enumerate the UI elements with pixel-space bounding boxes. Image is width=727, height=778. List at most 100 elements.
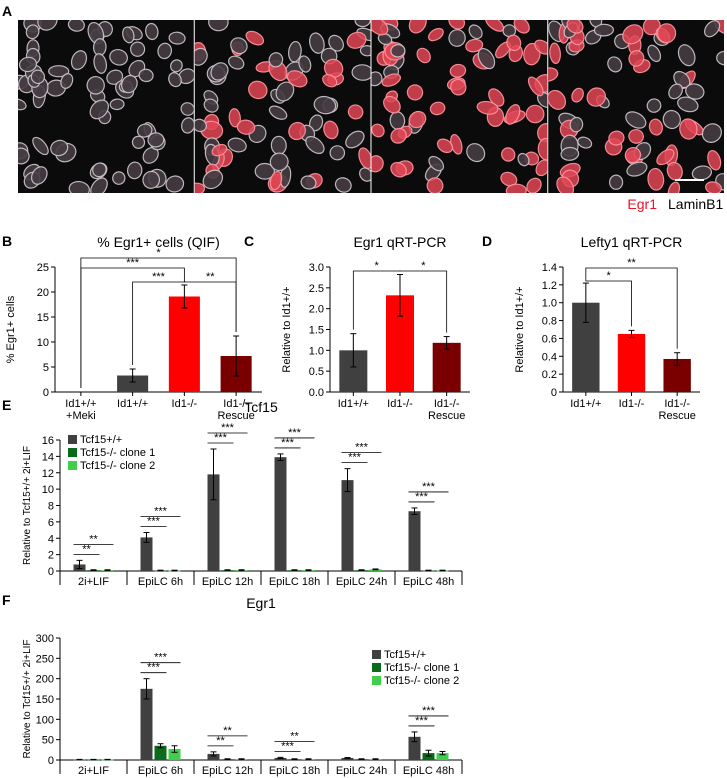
nucleus [30, 69, 46, 85]
bar [422, 753, 435, 760]
nuclei-group-1 [18, 20, 194, 193]
legend-label: Tcf15+/+ [384, 649, 426, 661]
nucleus [354, 20, 371, 28]
nucleus [381, 73, 402, 87]
significance-label: *** [152, 271, 166, 283]
nucleus [228, 108, 241, 128]
chart-title: Egr1 qRT-PCR [353, 234, 446, 250]
nucleus [168, 31, 186, 45]
nucleus [18, 56, 38, 73]
nucleus [30, 166, 48, 185]
nucleus [416, 47, 431, 64]
nucleus [548, 89, 567, 110]
nucleus [628, 50, 645, 67]
significance-label: *** [355, 442, 369, 454]
nuclei-group-4 [548, 20, 724, 193]
nucleus [428, 155, 445, 172]
nucleus [347, 104, 364, 120]
x-tick-label: +Meki [66, 410, 96, 422]
x-tick-label: Id1+/+ [117, 398, 148, 410]
nucleus [647, 44, 662, 63]
nucleus [448, 29, 466, 47]
nucleus [656, 23, 677, 44]
significance-label: ** [627, 257, 636, 269]
y-tick-label: 0.6 [542, 333, 557, 345]
nucleus [68, 180, 90, 193]
nucleus [408, 20, 427, 34]
nucleus [525, 104, 545, 124]
y-tick-label: 0.4 [542, 351, 557, 363]
y-tick-label: 20 [37, 287, 49, 299]
nucleus [157, 42, 173, 60]
bar [274, 457, 287, 571]
nucleus [662, 109, 681, 130]
nucleus [202, 169, 224, 190]
y-tick-label: 0 [551, 387, 557, 399]
x-tick-label: Id1-/- [172, 398, 198, 410]
panel-letter-e: E [2, 397, 11, 413]
significance-label: *** [214, 432, 228, 444]
nucleus [145, 22, 159, 41]
x-tick-label: EpiLC 24h [336, 576, 387, 588]
x-tick-label: Id1-/- [664, 398, 690, 410]
nucleus [704, 20, 721, 38]
nucleus [501, 147, 516, 162]
nucleus [534, 39, 548, 55]
nucleus [513, 20, 530, 34]
nucleus [286, 70, 308, 88]
nucleus [288, 121, 306, 141]
bar [408, 736, 421, 760]
nucleus [346, 31, 367, 49]
nucleus [506, 34, 522, 52]
nucleus [328, 34, 344, 52]
significance-label: *** [147, 662, 161, 674]
nucleus [300, 175, 317, 190]
panel-letter-c: C [244, 233, 254, 249]
nucleus [129, 41, 146, 57]
nucleus [714, 20, 724, 35]
legend-swatch [68, 461, 77, 470]
legend-label: Tcf15-/- clone 2 [384, 675, 459, 687]
nucleus [309, 32, 325, 54]
nucleus [390, 161, 407, 178]
panel-letter-a: A [2, 3, 12, 19]
nucleus [194, 118, 207, 133]
micrograph-title: Id1+/+ +Meki [63, 3, 150, 20]
nucleus [505, 104, 521, 125]
x-tick-label: EpiLC 48h [403, 576, 454, 588]
nucleus [138, 68, 154, 83]
significance-label: ** [290, 730, 299, 742]
significance-label: * [156, 247, 161, 259]
nucleus [345, 130, 365, 149]
y-tick-label: 1.0 [542, 298, 557, 310]
nucleus [383, 95, 401, 114]
nucleus [86, 76, 105, 95]
significance-label: *** [415, 715, 429, 727]
legend-label: Tcf15+/+ [80, 434, 122, 446]
significance-bracket [585, 279, 632, 327]
nucleus [527, 76, 544, 97]
nucleus [608, 130, 625, 146]
nucleus [18, 98, 27, 111]
legend-label: Tcf15-/- clone 1 [80, 447, 155, 459]
y-tick-label: 4 [48, 533, 54, 545]
significance-label: ** [89, 533, 98, 545]
nucleus [92, 162, 107, 178]
y-axis-label: % Egr1+ cells [5, 295, 17, 363]
nucleus [268, 52, 284, 68]
significance-label: *** [221, 422, 235, 434]
nucleus [450, 78, 467, 96]
chart-egr1-qif: % Egr1+ cells (QIF) 0 5 10 15 20 25 % Egr1+ cel… [5, 234, 262, 422]
bar [140, 537, 153, 571]
significance-label: *** [126, 257, 140, 269]
y-tick-label: 15 [37, 312, 49, 324]
legend-label: Tcf15-/- clone 1 [384, 662, 459, 674]
y-tick-label: 2 [48, 550, 54, 562]
bar [341, 480, 354, 571]
nucleus [298, 55, 312, 73]
panel-letter-b: B [2, 233, 12, 249]
nucleus [371, 123, 385, 138]
x-tick-label: Id1+/+ [570, 398, 601, 410]
nucleus [358, 147, 371, 170]
x-tick-label: Id1-/- [434, 398, 460, 410]
